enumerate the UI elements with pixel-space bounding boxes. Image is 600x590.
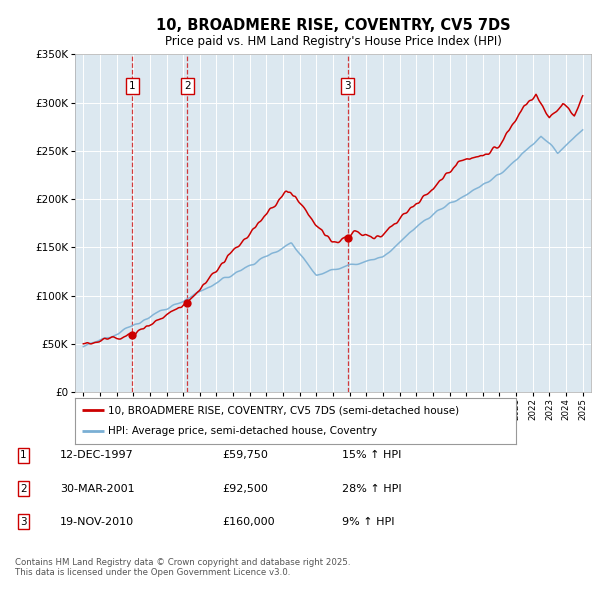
Text: 1: 1 (20, 451, 27, 460)
Text: 12-DEC-1997: 12-DEC-1997 (60, 451, 134, 460)
Text: Contains HM Land Registry data © Crown copyright and database right 2025.
This d: Contains HM Land Registry data © Crown c… (15, 558, 350, 577)
Text: 28% ↑ HPI: 28% ↑ HPI (342, 484, 401, 493)
Text: 3: 3 (20, 517, 27, 526)
Text: 10, BROADMERE RISE, COVENTRY, CV5 7DS (semi-detached house): 10, BROADMERE RISE, COVENTRY, CV5 7DS (s… (108, 405, 459, 415)
Text: 10, BROADMERE RISE, COVENTRY, CV5 7DS: 10, BROADMERE RISE, COVENTRY, CV5 7DS (155, 18, 511, 32)
Text: Price paid vs. HM Land Registry's House Price Index (HPI): Price paid vs. HM Land Registry's House … (164, 35, 502, 48)
Text: HPI: Average price, semi-detached house, Coventry: HPI: Average price, semi-detached house,… (108, 426, 377, 436)
Text: 2: 2 (184, 81, 191, 91)
Text: 3: 3 (344, 81, 351, 91)
Text: 1: 1 (129, 81, 136, 91)
Text: 15% ↑ HPI: 15% ↑ HPI (342, 451, 401, 460)
Text: 30-MAR-2001: 30-MAR-2001 (60, 484, 134, 493)
Text: £160,000: £160,000 (222, 517, 275, 526)
Text: 2: 2 (20, 484, 27, 493)
Text: £59,750: £59,750 (222, 451, 268, 460)
Text: £92,500: £92,500 (222, 484, 268, 493)
Text: 19-NOV-2010: 19-NOV-2010 (60, 517, 134, 526)
Text: 9% ↑ HPI: 9% ↑ HPI (342, 517, 395, 526)
